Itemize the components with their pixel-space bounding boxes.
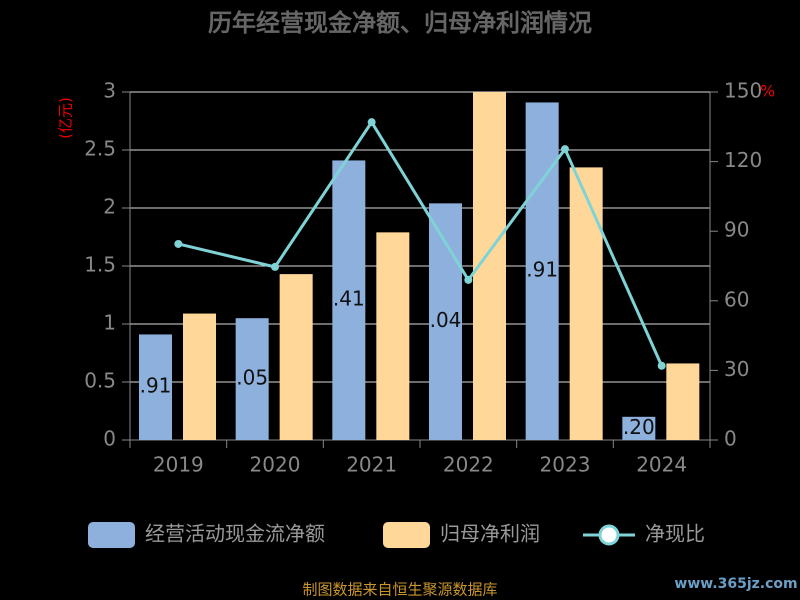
line-point: [271, 262, 279, 271]
bar: [622, 416, 656, 440]
bar: [279, 274, 313, 440]
y2-axis-label: %: [760, 82, 775, 101]
y-tick-label: 1.5: [84, 253, 116, 277]
y-tick-label: 2.5: [84, 137, 116, 161]
y-tick-label: 1: [103, 311, 116, 335]
y-axis-label: (亿元): [57, 97, 75, 139]
data-label: .20: [623, 415, 655, 439]
y-tick-label: 0.5: [84, 369, 116, 393]
y-tick-label: 2: [103, 195, 116, 219]
y-tick-label: 0: [103, 427, 116, 451]
legend-swatch: [88, 522, 135, 548]
x-tick-label: 2023: [540, 453, 591, 477]
legend-label: 净现比: [645, 522, 705, 546]
x-tick-label: 2022: [443, 453, 494, 477]
legend-swatch: [383, 522, 430, 548]
data-label: .91: [526, 258, 558, 282]
line-point: [657, 361, 666, 370]
y2-tick-label: 60: [724, 287, 749, 311]
chart-title: 历年经营现金净额、归母净利润情况: [208, 9, 592, 37]
y2-tick-label: 120: [724, 148, 762, 172]
x-tick-label: 2020: [250, 453, 301, 477]
data-label: .41: [333, 287, 365, 311]
bar: [525, 102, 559, 440]
line-series: [177, 119, 664, 367]
y2-tick-label: 30: [724, 357, 749, 381]
line-point: [464, 275, 473, 284]
line-point: [367, 118, 376, 127]
bar: [569, 167, 603, 440]
legend-label: 经营活动现金流净额: [145, 522, 325, 546]
y2-tick-label: 90: [724, 218, 749, 242]
bar: [376, 232, 410, 440]
x-tick-label: 2019: [153, 453, 204, 477]
y-tick-label: 3: [103, 79, 116, 103]
bar: [235, 318, 269, 440]
data-label: .91: [140, 374, 172, 398]
line-point: [174, 239, 183, 248]
y2-tick-label: 0: [724, 427, 737, 451]
bar: [183, 313, 216, 440]
data-label: .04: [430, 308, 462, 332]
x-tick-label: 2021: [346, 453, 397, 477]
watermark: www.365jz.com: [674, 576, 797, 592]
bar: [666, 363, 700, 440]
bar: [332, 160, 366, 440]
source-note: 制图数据来自恒生聚源数据库: [302, 581, 497, 599]
data-label: .05: [236, 366, 268, 390]
legend-label: 归母净利润: [440, 522, 540, 546]
line-point: [561, 145, 569, 154]
legend-swatch-marker: [598, 524, 620, 546]
y2-tick-label: 150: [724, 79, 762, 103]
bar: [139, 334, 172, 440]
x-tick-label: 2024: [636, 453, 687, 477]
